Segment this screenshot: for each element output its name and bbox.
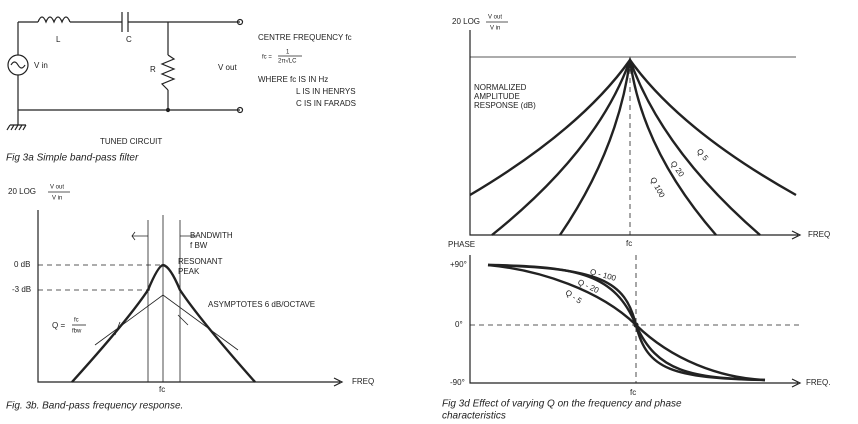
fig3b-drawing [37,210,344,387]
label: C [126,35,132,44]
formula: fc [74,318,79,324]
text-line: WHERE fc IS IN Hz [258,75,328,84]
fig3d-amplitude [469,30,802,240]
axis-label: V in [52,196,62,202]
label: R [150,65,156,74]
fig3d-phase [469,255,802,388]
x-label: fc [630,388,636,397]
annotation: RESONANT [178,257,223,266]
axis-label: 20 LOG [452,17,480,26]
level-label: -90° [450,378,465,387]
curve-label: Q 100 [648,176,666,200]
formula: 1 [286,50,290,56]
note: AMPLITUDE [474,92,520,101]
annotation: ASYMPTOTES 6 dB/OCTAVE [208,300,315,309]
level-label: +90° [450,260,467,269]
x-label: fc [626,239,632,248]
axis-label: V out [488,15,502,21]
axis-label: V in [490,26,500,32]
annotation: PEAK [178,267,200,276]
axis-label: FREQ. [806,378,830,387]
heading: CENTRE FREQUENCY fc [258,33,352,42]
axis-label: PHASE [448,240,475,249]
axis-label: 20 LOG [8,187,36,196]
caption: Fig 3d Effect of varying Q on the freque… [442,399,682,410]
formula: fbw [72,329,82,335]
note: NORMALIZED [474,83,527,92]
curve-label: Q 5 [695,147,711,163]
annotation: f BW [190,241,208,250]
x-label: fc [159,385,165,394]
caption: characteristics [442,411,506,422]
formula: 2π√LC [278,58,297,65]
text-line: C IS IN FARADS [296,99,356,108]
formula: fc = [262,55,272,61]
caption: Fig. 3b. Band-pass frequency response. [6,401,183,412]
annotation: BANDWITH [190,231,233,240]
note: RESPONSE (dB) [474,101,536,110]
level-label: -3 dB [12,285,31,294]
label: L [56,35,61,44]
axis-label: FREQ [808,230,830,239]
caption: Fig 3a Simple band-pass filter [6,153,139,164]
text-line: L IS IN HENRYS [296,87,356,96]
subtitle: TUNED CIRCUIT [100,137,162,146]
circuit [6,12,244,131]
axis-label: V out [50,185,64,191]
level-label: 0° [455,320,463,329]
level-label: 0 dB [14,260,30,269]
axis-label: FREQ [352,377,374,386]
label: V in [34,61,48,70]
curve-label: Q - 5 [564,288,584,306]
formula: Q = [52,321,65,330]
label: V out [218,63,237,72]
